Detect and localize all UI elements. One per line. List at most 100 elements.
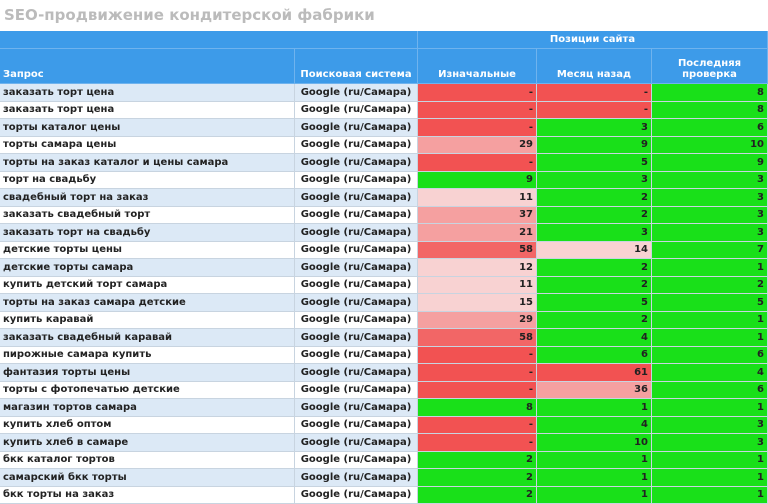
group-header: Позиции сайта — [418, 31, 768, 49]
position-cell: 1 — [652, 486, 768, 504]
position-cell: 1 — [652, 259, 768, 277]
query-cell: торт на свадьбу — [0, 171, 295, 189]
position-cell: - — [418, 154, 537, 172]
position-cell: 7 — [652, 241, 768, 259]
query-cell: заказать торт цена — [0, 101, 295, 119]
query-cell: торты на заказ каталог и цены самара — [0, 154, 295, 172]
query-cell: купить каравай — [0, 311, 295, 329]
position-cell: 1 — [652, 451, 768, 469]
query-cell: детские торты самара — [0, 259, 295, 277]
engine-cell: Google (ru/Самара) — [295, 259, 418, 277]
position-cell: 6 — [652, 381, 768, 399]
query-cell: торты на заказ самара детские — [0, 294, 295, 312]
position-cell: 6 — [652, 119, 768, 137]
query-cell: заказать свадебный каравай — [0, 329, 295, 347]
query-cell: свадебный торт на заказ — [0, 189, 295, 207]
engine-cell: Google (ru/Самара) — [295, 346, 418, 364]
position-cell: 9 — [418, 171, 537, 189]
column-header: Последняя проверка — [652, 49, 768, 84]
engine-cell: Google (ru/Самара) — [295, 486, 418, 504]
position-cell: 6 — [652, 346, 768, 364]
position-cell: 36 — [537, 381, 652, 399]
position-cell: 11 — [418, 189, 537, 207]
position-cell: 61 — [537, 364, 652, 382]
query-cell: бкк торты на заказ — [0, 486, 295, 504]
position-cell: 1 — [537, 451, 652, 469]
query-cell: купить хлеб оптом — [0, 416, 295, 434]
engine-cell: Google (ru/Самара) — [295, 364, 418, 382]
query-cell: купить хлеб в самаре — [0, 434, 295, 452]
engine-cell: Google (ru/Самара) — [295, 101, 418, 119]
position-cell: 2 — [418, 486, 537, 504]
position-cell: 3 — [652, 224, 768, 242]
query-cell: магазин тортов самара — [0, 399, 295, 417]
query-cell: заказать торт на свадьбу — [0, 224, 295, 242]
position-cell: - — [537, 101, 652, 119]
engine-cell: Google (ru/Самара) — [295, 136, 418, 154]
position-cell: 11 — [418, 276, 537, 294]
position-cell: 37 — [418, 206, 537, 224]
column-header: Изначальные — [418, 49, 537, 84]
position-cell: 3 — [652, 189, 768, 207]
position-cell: 1 — [652, 399, 768, 417]
query-cell: заказать торт цена — [0, 84, 295, 102]
column-header: Поисковая система — [295, 49, 418, 84]
engine-cell: Google (ru/Самара) — [295, 206, 418, 224]
position-cell: 3 — [537, 224, 652, 242]
position-cell: - — [537, 84, 652, 102]
position-cell: 3 — [652, 171, 768, 189]
query-cell: детские торты цены — [0, 241, 295, 259]
position-cell: 3 — [652, 206, 768, 224]
position-cell: 12 — [418, 259, 537, 277]
query-cell: торты самара цены — [0, 136, 295, 154]
position-cell: - — [418, 84, 537, 102]
engine-cell: Google (ru/Самара) — [295, 329, 418, 347]
position-cell: 9 — [652, 154, 768, 172]
position-cell: 2 — [418, 451, 537, 469]
engine-cell: Google (ru/Самара) — [295, 189, 418, 207]
position-cell: - — [418, 381, 537, 399]
position-cell: 2 — [537, 311, 652, 329]
position-cell: 1 — [537, 399, 652, 417]
position-cell: - — [418, 434, 537, 452]
position-cell: - — [418, 101, 537, 119]
engine-cell: Google (ru/Самара) — [295, 311, 418, 329]
query-cell: заказать свадебный торт — [0, 206, 295, 224]
engine-cell: Google (ru/Самара) — [295, 294, 418, 312]
position-cell: 9 — [537, 136, 652, 154]
position-cell: 4 — [652, 364, 768, 382]
position-cell: - — [418, 416, 537, 434]
position-cell: 1 — [537, 486, 652, 504]
position-cell: 2 — [418, 469, 537, 487]
position-cell: 3 — [537, 119, 652, 137]
engine-cell: Google (ru/Самара) — [295, 469, 418, 487]
engine-cell: Google (ru/Самара) — [295, 154, 418, 172]
position-cell: 3 — [652, 434, 768, 452]
engine-cell: Google (ru/Самара) — [295, 224, 418, 242]
column-header: Запрос — [0, 49, 295, 84]
engine-cell: Google (ru/Самара) — [295, 84, 418, 102]
engine-cell: Google (ru/Самара) — [295, 119, 418, 137]
query-cell: самарский бкк торты — [0, 469, 295, 487]
position-cell: 2 — [537, 276, 652, 294]
position-cell: 3 — [652, 416, 768, 434]
position-cell: 4 — [537, 416, 652, 434]
query-cell: бкк каталог тортов — [0, 451, 295, 469]
position-cell: 6 — [537, 346, 652, 364]
engine-cell: Google (ru/Самара) — [295, 241, 418, 259]
position-cell: 29 — [418, 136, 537, 154]
engine-cell: Google (ru/Самара) — [295, 171, 418, 189]
position-cell: 8 — [418, 399, 537, 417]
position-cell: - — [418, 119, 537, 137]
engine-cell: Google (ru/Самара) — [295, 276, 418, 294]
query-cell: торты с фотопечатью детские — [0, 381, 295, 399]
header-cell — [0, 31, 418, 49]
position-cell: 10 — [537, 434, 652, 452]
engine-cell: Google (ru/Самара) — [295, 451, 418, 469]
query-cell: торты каталог цены — [0, 119, 295, 137]
position-cell: 1 — [652, 329, 768, 347]
position-cell: - — [418, 346, 537, 364]
position-cell: 14 — [537, 241, 652, 259]
position-cell: 3 — [537, 171, 652, 189]
